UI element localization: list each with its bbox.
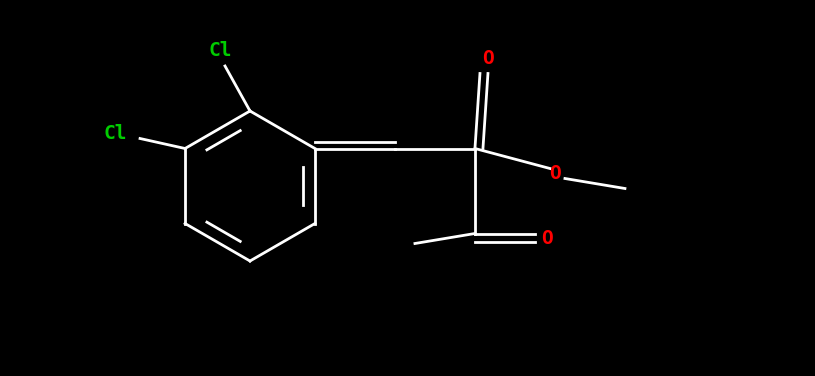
Text: Cl: Cl xyxy=(209,41,231,61)
Text: O: O xyxy=(549,164,561,183)
Text: O: O xyxy=(482,49,494,68)
Text: O: O xyxy=(541,229,553,248)
Text: Cl: Cl xyxy=(104,124,127,143)
